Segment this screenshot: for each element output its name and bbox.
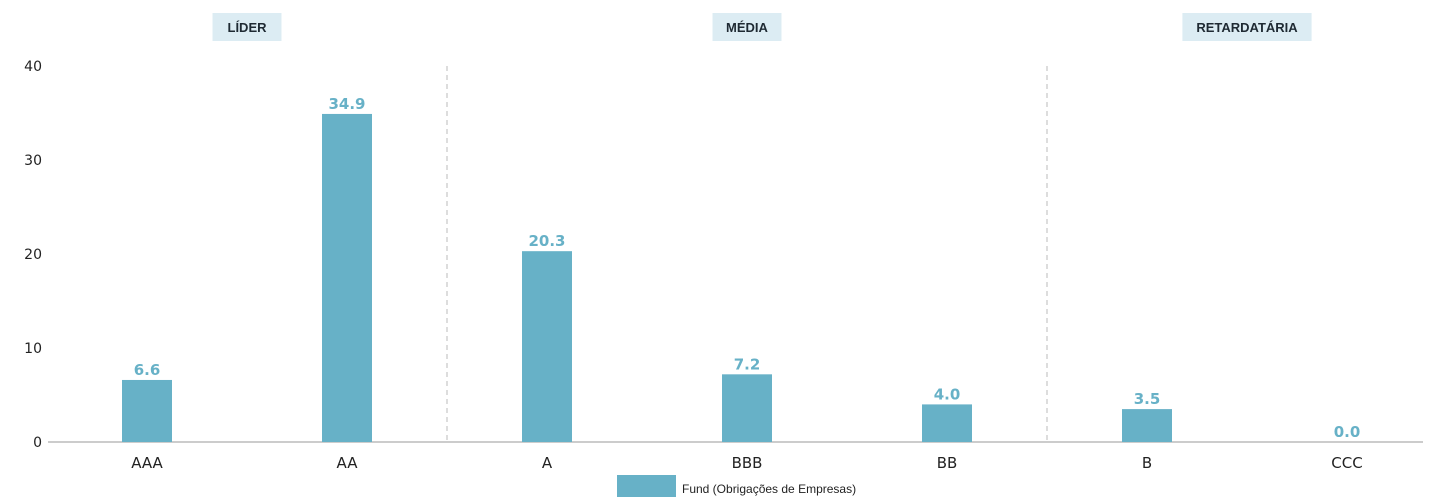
y-tick-label: 40 xyxy=(24,59,42,75)
x-category-label: BBB xyxy=(732,454,763,472)
bar-bb xyxy=(922,404,972,442)
y-tick-label: 10 xyxy=(24,341,42,357)
legend: Fund (Obrigações de Empresas) xyxy=(617,475,856,497)
bar-a xyxy=(522,251,572,442)
x-category-label: BB xyxy=(937,454,958,472)
y-tick-label: 30 xyxy=(24,153,42,169)
value-label: 0.0 xyxy=(1334,423,1361,441)
group-header-label: LÍDER xyxy=(228,20,268,35)
y-axis: 0 10 20 30 40 xyxy=(24,59,42,451)
bar-aaa xyxy=(122,379,172,442)
legend-swatch xyxy=(617,475,676,497)
bar-series: 6.6 34.9 20.3 7.2 4.0 3.5 0.0 xyxy=(122,95,1360,442)
x-category-label: CCC xyxy=(1331,454,1362,472)
bar-aa xyxy=(322,113,372,442)
bar-b xyxy=(1122,409,1172,442)
group-header-badge xyxy=(712,13,782,41)
value-label: 3.5 xyxy=(1134,390,1161,408)
value-label: 7.2 xyxy=(734,355,761,373)
legend-label: Fund (Obrigações de Empresas) xyxy=(682,482,856,496)
group-header-label: MÉDIA xyxy=(726,20,769,35)
group-header-layer: LÍDER MÉDIA RETARDATÁRIA xyxy=(212,13,1312,41)
group-header-badge xyxy=(212,13,282,41)
value-label: 6.6 xyxy=(134,361,161,379)
x-category-label: AAA xyxy=(131,454,163,472)
group-header-label: RETARDATÁRIA xyxy=(1196,20,1298,35)
bar-bbb xyxy=(722,374,772,442)
x-category-label: A xyxy=(542,454,553,472)
group-header-badge xyxy=(1182,13,1312,41)
y-tick-label: 20 xyxy=(24,247,42,263)
x-category-label: B xyxy=(1142,454,1152,472)
y-tick-label: 0 xyxy=(33,435,42,451)
value-label: 20.3 xyxy=(528,232,565,250)
value-label: 34.9 xyxy=(328,95,365,113)
x-category-label: AA xyxy=(337,454,359,472)
value-label: 4.0 xyxy=(934,385,961,403)
x-axis-category-labels: AAA AA A BBB BB B CCC xyxy=(131,454,1363,472)
